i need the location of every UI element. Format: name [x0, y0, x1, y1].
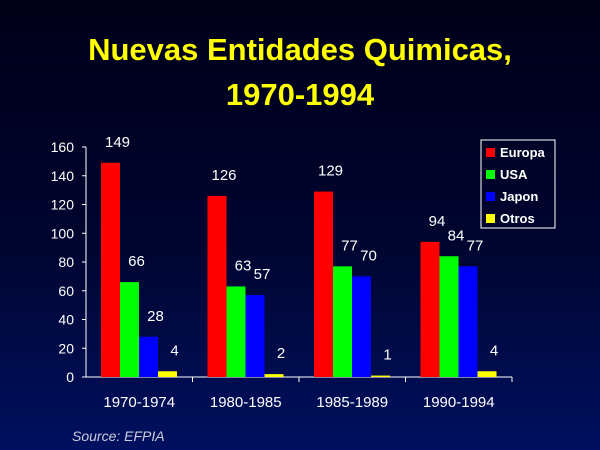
legend-swatch-europa	[486, 148, 495, 157]
bar-otros	[477, 371, 497, 377]
y-tick-label: 100	[51, 225, 75, 241]
data-label: 66	[128, 253, 145, 270]
legend-label-otros: Otros	[500, 211, 535, 226]
y-tick-label: 60	[58, 283, 74, 299]
x-tick-label: 1970-1974	[103, 394, 175, 411]
data-label: 4	[490, 342, 498, 359]
data-label: 77	[467, 237, 484, 254]
legend-swatch-japon	[486, 192, 495, 201]
bar-europa	[207, 195, 227, 377]
bar-japon	[458, 266, 478, 377]
bar-usa	[333, 266, 352, 377]
x-tick-label: 1980-1985	[210, 394, 282, 411]
y-tick-label: 120	[51, 197, 75, 213]
y-tick-label: 160	[51, 139, 75, 155]
legend-label-japon: Japon	[500, 189, 538, 204]
data-label: 129	[318, 163, 343, 180]
bar-japon	[245, 295, 265, 377]
bar-europa	[420, 241, 440, 377]
data-label: 2	[277, 345, 285, 362]
y-tick-label: 80	[58, 254, 74, 270]
data-label: 84	[448, 227, 465, 244]
data-label: 63	[235, 257, 252, 274]
bar-usa	[120, 282, 139, 377]
data-label: 70	[360, 247, 377, 264]
legend-swatch-otros	[486, 214, 495, 223]
legend-label-europa: Europa	[500, 145, 546, 160]
data-label: 77	[341, 237, 358, 254]
bar-japon	[352, 276, 371, 377]
data-label: 149	[105, 134, 130, 151]
legend-label-usa: USA	[500, 167, 528, 182]
bar-usa	[226, 286, 246, 377]
legend-box	[480, 139, 556, 229]
legend-swatch-usa	[486, 170, 495, 179]
data-label: 4	[170, 342, 178, 359]
bar-japon	[139, 336, 158, 377]
data-label: 28	[147, 308, 164, 325]
x-tick-label: 1990-1994	[423, 394, 495, 411]
bar-europa	[101, 162, 120, 377]
source-note: Source: EFPIA	[72, 428, 165, 444]
bar-otros	[158, 371, 177, 377]
y-tick-label: 20	[58, 340, 74, 356]
bar-europa	[314, 191, 333, 377]
chart-title-line-1: Nuevas Entidades Quimicas,	[88, 32, 512, 67]
data-label: 126	[211, 167, 236, 184]
y-tick-label: 140	[51, 168, 75, 184]
chart-title-line-2: 1970-1994	[225, 77, 375, 112]
data-label: 1	[383, 347, 391, 364]
bar-otros	[371, 375, 390, 377]
x-tick-label: 1985-1989	[316, 394, 388, 411]
data-label: 57	[254, 266, 271, 283]
bar-usa	[439, 256, 459, 377]
bar-otros	[264, 374, 284, 377]
y-tick-label: 40	[58, 312, 74, 328]
y-tick-label: 0	[66, 369, 74, 385]
data-label: 94	[429, 213, 446, 230]
